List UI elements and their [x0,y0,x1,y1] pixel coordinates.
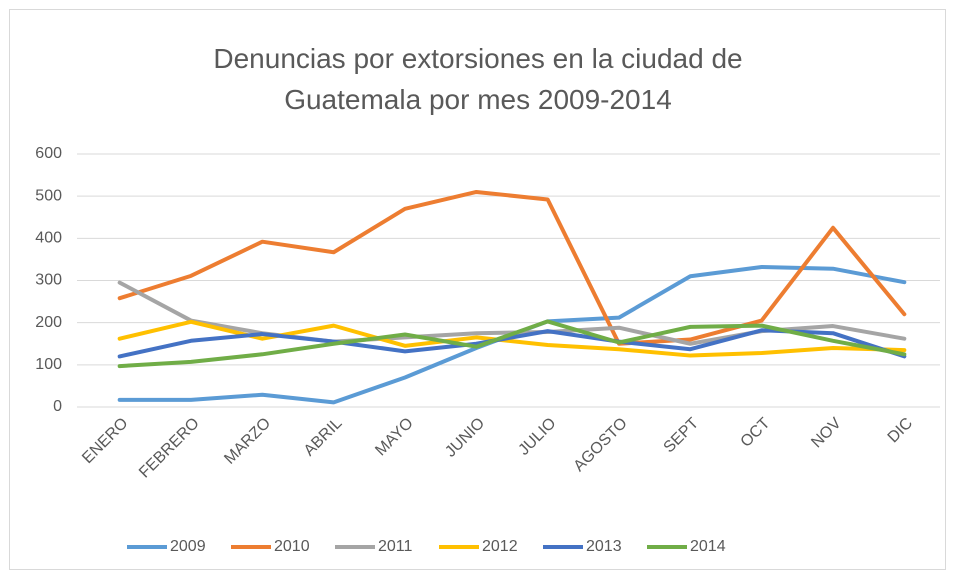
series-line [117,319,907,369]
series-line [117,328,907,359]
legend-label: 2010 [274,538,310,555]
y-tick-label: 500 [35,187,62,204]
y-tick-label: 100 [35,356,62,373]
legend-label: 2011 [378,538,413,555]
legend-label: 2014 [690,538,726,555]
chart-border [9,9,946,570]
y-tick-label: 400 [35,230,62,247]
legend-label: 2009 [170,538,206,555]
chart-title: Denuncias por extorsiones en la ciudad d… [213,43,743,115]
y-tick-label: 600 [35,145,62,162]
series-line [117,189,907,346]
y-tick-label: 200 [35,314,62,331]
y-tick-label: 0 [53,398,62,415]
legend-label: 2012 [482,538,518,555]
y-tick-label: 300 [35,272,62,289]
legend-label: 2013 [586,538,622,555]
